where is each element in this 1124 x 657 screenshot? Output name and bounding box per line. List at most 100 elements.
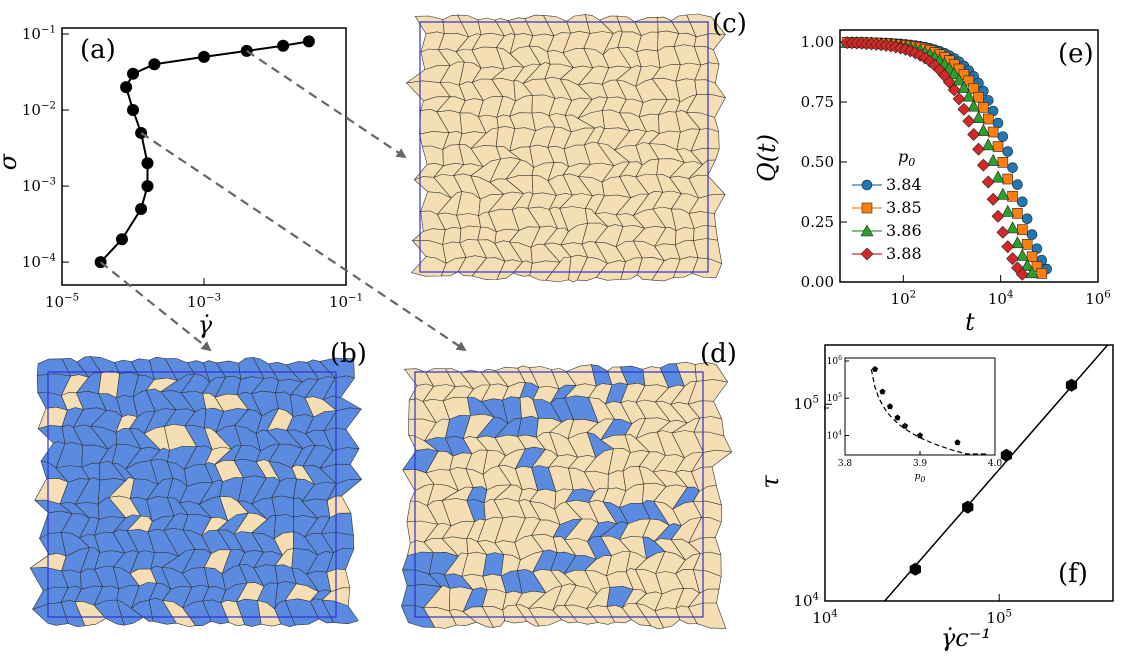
inset-data-point bbox=[894, 414, 901, 421]
legend-marker bbox=[861, 202, 873, 214]
inset-data-point bbox=[872, 366, 878, 372]
marker-3.84 bbox=[1026, 229, 1038, 240]
data-point-f bbox=[1000, 448, 1012, 462]
x-tick-label-f: 104 bbox=[812, 608, 838, 627]
x-axis-label-a: γ̇ bbox=[198, 311, 213, 339]
y-tick-label-e: 0.25 bbox=[801, 213, 834, 231]
box-d bbox=[414, 371, 704, 618]
data-point-f bbox=[909, 562, 921, 576]
x-tick-label-a: 10−3 bbox=[187, 292, 221, 311]
y-tick-label-a: 10−4 bbox=[22, 252, 56, 271]
axes-a bbox=[61, 27, 347, 286]
x-tick-label-a: 10−5 bbox=[45, 292, 79, 311]
x-tick-label-e: 102 bbox=[891, 289, 917, 308]
legend-e: p0 3.84 3.85 3.86 3.88 bbox=[852, 147, 922, 263]
marker-3.86 bbox=[991, 170, 1005, 183]
inset-f: 3.8 3.9 4.0 104 105 106 p0 τ bbox=[822, 355, 1002, 484]
y-tick-label-e: 0.50 bbox=[801, 153, 834, 171]
marker-3.85 bbox=[1002, 173, 1014, 185]
data-point-a bbox=[120, 81, 133, 94]
legend-label: 3.86 bbox=[886, 221, 922, 240]
inset-data-point bbox=[902, 422, 908, 429]
inset-y-tick-label: 104 bbox=[827, 429, 842, 441]
inset-x-tick-label: 3.9 bbox=[913, 459, 928, 469]
cell bbox=[691, 257, 723, 279]
marker-3.85 bbox=[1036, 268, 1048, 279]
marker-3.86 bbox=[1001, 204, 1015, 217]
panel-f: 104 105 104 105 3.8 3.9 4.0 104 105 106 p0 τ (f) τ… bbox=[756, 344, 1114, 652]
marker-3.84 bbox=[997, 131, 1009, 142]
panel-label-e: (e) bbox=[1058, 39, 1094, 69]
data-point-f bbox=[1065, 378, 1078, 392]
inset-data-point bbox=[917, 432, 923, 439]
panel-label-f: (f) bbox=[1058, 559, 1088, 589]
marker-3.84 bbox=[992, 117, 1004, 129]
y-axis-label-f: τ bbox=[756, 475, 784, 489]
data-point-a bbox=[116, 233, 129, 246]
inset-y-axis-label: τ bbox=[822, 404, 832, 410]
panel-e: 102 104 106 0.00 0.25 0.50 0.75 1.00 p0 3.84 3.85… bbox=[753, 29, 1111, 336]
marker-3.85 bbox=[987, 126, 999, 138]
data-point-a bbox=[127, 104, 139, 117]
data-point-a bbox=[277, 39, 290, 52]
inset-y-tick-label: 106 bbox=[827, 355, 842, 367]
x-axis-label-e: t bbox=[965, 308, 975, 336]
marker-3.86 bbox=[962, 89, 976, 102]
marker-3.84 bbox=[1007, 162, 1018, 173]
legend-label: 3.88 bbox=[886, 244, 922, 263]
marker-3.88 bbox=[981, 175, 995, 189]
marker-3.88 bbox=[942, 75, 956, 89]
marker-3.85 bbox=[1012, 208, 1023, 219]
data-point-a bbox=[148, 58, 161, 71]
marker-3.88 bbox=[976, 158, 990, 172]
marker-3.88 bbox=[1006, 252, 1020, 266]
cell-tessellation-d bbox=[401, 361, 733, 630]
marker-3.86 bbox=[957, 80, 971, 93]
marker-3.86 bbox=[1015, 248, 1029, 261]
marker-3.88 bbox=[1015, 267, 1029, 281]
marker-3.88 bbox=[1001, 240, 1015, 254]
marker-3.85 bbox=[982, 113, 994, 125]
marker-3.86 bbox=[996, 187, 1010, 200]
marker-3.88 bbox=[967, 128, 981, 141]
y-tick-label-f: 104 bbox=[793, 591, 819, 610]
axis-ticks-a: 10−5 10−3 10−1 10−4 10−3 10−2 10−1 bbox=[22, 24, 363, 311]
marker-3.84 bbox=[1012, 179, 1023, 190]
inset-data-point bbox=[879, 388, 886, 395]
legend-marker bbox=[860, 247, 874, 261]
inset-data-point bbox=[887, 403, 893, 410]
panel-label-c: (c) bbox=[712, 9, 747, 39]
series-points-f bbox=[909, 378, 1078, 576]
cell-tessellation-b bbox=[29, 356, 363, 628]
panel-d-snapshot: (d) bbox=[401, 339, 737, 630]
data-point-a bbox=[141, 157, 154, 170]
data-point-a bbox=[127, 67, 139, 80]
marker-3.85 bbox=[1026, 251, 1038, 263]
inset-axes bbox=[844, 357, 996, 456]
y-axis-label-e: Q(t) bbox=[753, 134, 781, 182]
marker-3.85 bbox=[978, 102, 989, 113]
y-tick-label-e: 1.00 bbox=[801, 33, 834, 51]
cell bbox=[687, 602, 727, 629]
inset-fit-curve bbox=[870, 369, 988, 455]
arrow-to-b bbox=[99, 261, 212, 352]
cell bbox=[321, 599, 359, 625]
y-tick-label-e: 0.75 bbox=[801, 93, 834, 111]
marker-3.84 bbox=[1017, 196, 1028, 208]
axis-ticks-e: 102 104 106 0.00 0.25 0.50 0.75 1.00 bbox=[801, 33, 1111, 308]
data-point-f bbox=[962, 500, 974, 514]
marker-3.88 bbox=[957, 102, 971, 116]
legend-label: 3.85 bbox=[886, 198, 922, 217]
x-axis-label-f: γ̇c⁻¹ bbox=[941, 624, 991, 652]
marker-3.84 bbox=[1002, 146, 1014, 157]
y-tick-label-a: 10−3 bbox=[22, 176, 56, 195]
cell-tessellation-c bbox=[405, 13, 726, 283]
panel-c-snapshot: (c) bbox=[405, 9, 747, 283]
marker-3.86 bbox=[952, 73, 966, 86]
data-point-a bbox=[135, 202, 148, 215]
inset-data-point bbox=[954, 439, 961, 446]
marker-3.86 bbox=[986, 153, 1000, 166]
series-3.88 bbox=[840, 36, 1029, 281]
x-tick-label-a: 10−1 bbox=[329, 292, 363, 311]
